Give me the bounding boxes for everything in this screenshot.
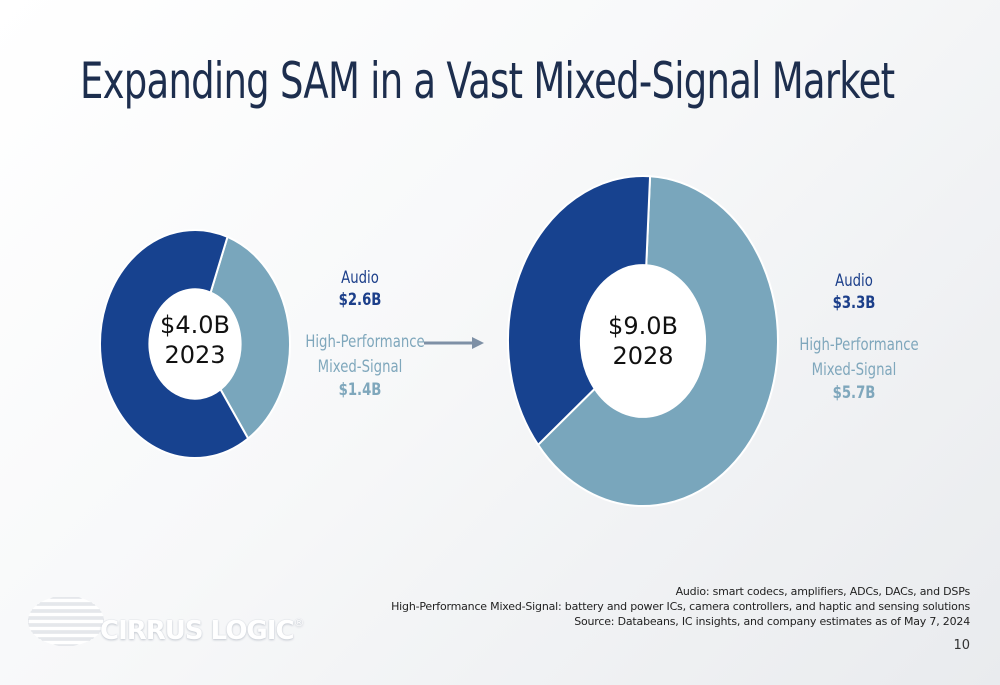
page-title: Expanding SAM in a Vast Mixed-Signal Mar… — [80, 52, 895, 110]
donut-chart-2028: $9.0B 2028 — [507, 175, 779, 507]
donut-hole-2028 — [580, 265, 706, 417]
registered-mark: ® — [293, 616, 305, 629]
legend-hpms-label-line2-2028: Mixed-Signal — [811, 360, 897, 380]
footnotes: Audio: smart codecs, amplifiers, ADCs, D… — [391, 584, 970, 629]
total-value-2028: $9.0B — [608, 312, 678, 340]
legend-audio-value-2028: $3.3B — [832, 293, 876, 313]
donut-hole-2023 — [149, 289, 241, 399]
legend-2028: Audio $3.3B High-Performance Mixed-Signa… — [784, 271, 924, 403]
legend-hpms-label-line1-2028: High-Performance — [799, 335, 919, 355]
donut-svg-2023 — [99, 229, 291, 459]
total-value-2023: $4.0B — [160, 311, 230, 339]
legend-hpms-label-line2-2023: Mixed-Signal — [317, 357, 403, 377]
year-label-2023: 2023 — [164, 341, 226, 369]
cirrus-logic-wordmark: CIRRUS LOGIC® — [100, 616, 305, 646]
year-label-2028: 2028 — [612, 342, 674, 370]
legend-hpms-value-2023: $1.4B — [338, 380, 382, 400]
footnote-source: Source: Databeans, IC insights, and comp… — [574, 615, 970, 628]
legend-hpms-label-line1-2023: High-Performance — [305, 332, 425, 352]
legend-audio-label-2028: Audio — [835, 271, 873, 291]
legend-audio-label-2023: Audio — [341, 268, 379, 288]
arrow-right-icon — [424, 337, 484, 349]
legend-2023: Audio $2.6B High-Performance Mixed-Signa… — [290, 268, 430, 400]
footnote-audio: Audio: smart codecs, amplifiers, ADCs, D… — [675, 585, 971, 598]
legend-audio-value-2023: $2.6B — [338, 290, 382, 310]
logo-text: CIRRUS LOGIC — [100, 616, 295, 646]
cirrus-logic-logo-mark — [28, 597, 104, 646]
footnote-hpms: High-Performance Mixed-Signal: battery a… — [391, 600, 970, 613]
legend-hpms-value-2028: $5.7B — [832, 383, 876, 403]
slice-audio-2023 — [99, 229, 250, 459]
donut-svg-2028 — [507, 175, 779, 507]
center-label-2023: $4.0B 2023 — [100, 310, 290, 370]
donut-chart-2023: $4.0B 2023 — [99, 229, 291, 459]
center-label-2028: $9.0B 2028 — [508, 311, 778, 371]
page-number: 10 — [953, 638, 970, 653]
